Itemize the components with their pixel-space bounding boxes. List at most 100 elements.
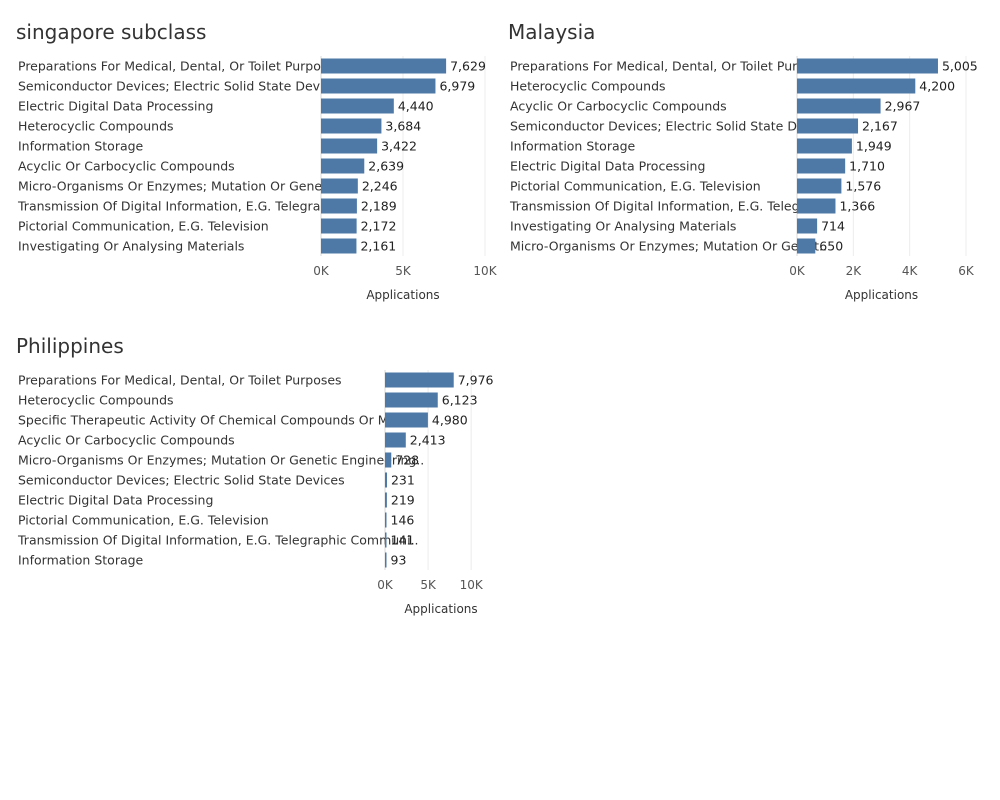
bar bbox=[797, 98, 881, 114]
category-label: Investigating Or Analysing Materials bbox=[18, 239, 244, 254]
data-label: 728 bbox=[395, 453, 419, 468]
bar bbox=[797, 198, 836, 214]
category-label: Transmission Of Digital Information, E.G… bbox=[17, 533, 419, 548]
data-label: 650 bbox=[819, 239, 843, 254]
data-label: 93 bbox=[391, 553, 407, 568]
data-label: 7,976 bbox=[458, 373, 494, 388]
data-label: 1,949 bbox=[856, 139, 892, 154]
category-label: Investigating Or Analysing Materials bbox=[510, 219, 736, 234]
data-label: 6,123 bbox=[442, 393, 478, 408]
x-axis-label: Applications bbox=[366, 288, 439, 302]
bar bbox=[385, 492, 387, 508]
bar-chart-philippines: Preparations For Medical, Dental, Or Toi… bbox=[17, 370, 494, 616]
bar-chart-malaysia: Preparations For Medical, Dental, Or Toi… bbox=[509, 56, 978, 302]
bar bbox=[797, 238, 816, 254]
x-axis-label: Applications bbox=[404, 602, 477, 616]
category-label: Semiconductor Devices; Electric Solid St… bbox=[18, 473, 345, 488]
bar bbox=[385, 532, 387, 548]
category-label: Acyclic Or Carbocyclic Compounds bbox=[18, 159, 235, 174]
bar bbox=[321, 218, 357, 234]
data-label: 4,980 bbox=[432, 413, 468, 428]
tick-label: 4K bbox=[902, 264, 919, 278]
bar bbox=[385, 452, 392, 468]
data-label: 6,979 bbox=[439, 79, 475, 94]
bar bbox=[321, 178, 358, 194]
bar bbox=[385, 372, 454, 388]
bar bbox=[385, 392, 438, 408]
bar bbox=[321, 78, 436, 94]
category-label: Micro-Organisms Or Enzymes; Mutation Or … bbox=[510, 239, 827, 254]
data-label: 2,967 bbox=[885, 99, 921, 114]
bar bbox=[321, 98, 394, 114]
tick-label: 0K bbox=[313, 264, 330, 278]
bar bbox=[385, 432, 406, 448]
x-axis-label: Applications bbox=[845, 288, 918, 302]
chart-title: Malaysia bbox=[508, 20, 596, 44]
category-label: Preparations For Medical, Dental, Or Toi… bbox=[510, 59, 821, 74]
category-label: Electric Digital Data Processing bbox=[18, 99, 213, 114]
bar bbox=[797, 78, 916, 94]
category-label: Information Storage bbox=[510, 139, 636, 154]
data-label: 2,639 bbox=[368, 159, 404, 174]
tick-label: 10K bbox=[460, 578, 484, 592]
bar bbox=[321, 238, 357, 254]
data-label: 4,200 bbox=[919, 79, 955, 94]
data-label: 7,629 bbox=[450, 59, 486, 74]
bar bbox=[385, 472, 387, 488]
category-label: Transmission Of Digital Information, E.G… bbox=[509, 199, 820, 214]
category-label: Micro-Organisms Or Enzymes; Mutation Or … bbox=[18, 453, 424, 468]
category-label: Semiconductor Devices; Electric Solid St… bbox=[18, 79, 345, 94]
bar bbox=[797, 158, 846, 174]
data-label: 2,161 bbox=[360, 239, 396, 254]
category-label: Preparations For Medical, Dental, Or Toi… bbox=[18, 59, 342, 74]
category-label: Pictorial Communication, E.G. Television bbox=[510, 179, 761, 194]
tick-label: 6K bbox=[958, 264, 975, 278]
category-label: Pictorial Communication, E.G. Television bbox=[18, 513, 269, 528]
chart-panel-malaysia: Malaysia Preparations For Medical, Denta… bbox=[492, 0, 992, 310]
bar bbox=[321, 138, 378, 154]
tick-label: 5K bbox=[420, 578, 437, 592]
data-label: 5,005 bbox=[942, 59, 978, 74]
data-label: 2,189 bbox=[361, 199, 397, 214]
data-label: 1,710 bbox=[849, 159, 885, 174]
category-label: Heterocyclic Compounds bbox=[18, 393, 174, 408]
bar bbox=[797, 178, 842, 194]
bar-chart-singapore: Preparations For Medical, Dental, Or Toi… bbox=[17, 56, 498, 302]
bar bbox=[797, 218, 818, 234]
data-label: 1,576 bbox=[845, 179, 881, 194]
data-label: 4,440 bbox=[398, 99, 434, 114]
data-label: 2,413 bbox=[410, 433, 446, 448]
bar bbox=[321, 58, 447, 74]
data-label: 714 bbox=[821, 219, 845, 234]
bar bbox=[385, 512, 387, 528]
category-label: Electric Digital Data Processing bbox=[510, 159, 705, 174]
data-label: 231 bbox=[391, 473, 415, 488]
category-label: Acyclic Or Carbocyclic Compounds bbox=[510, 99, 727, 114]
bar bbox=[797, 118, 859, 134]
category-label: Acyclic Or Carbocyclic Compounds bbox=[18, 433, 235, 448]
category-label: Preparations For Medical, Dental, Or Toi… bbox=[18, 373, 342, 388]
tick-label: 5K bbox=[395, 264, 412, 278]
chart-panel-philippines: Philippines Preparations For Medical, De… bbox=[0, 314, 500, 624]
bar bbox=[321, 198, 357, 214]
data-label: 2,167 bbox=[862, 119, 898, 134]
tick-label: 0K bbox=[789, 264, 806, 278]
chart-panel-singapore: singapore subclass Preparations For Medi… bbox=[0, 0, 500, 310]
data-label: 1,366 bbox=[839, 199, 875, 214]
chart-title: Philippines bbox=[16, 334, 124, 358]
category-label: Information Storage bbox=[18, 553, 144, 568]
category-label: Electric Digital Data Processing bbox=[18, 493, 213, 508]
tick-label: 2K bbox=[846, 264, 863, 278]
bar bbox=[797, 138, 852, 154]
tick-label: 10K bbox=[473, 264, 497, 278]
data-label: 3,684 bbox=[385, 119, 421, 134]
category-label: Specific Therapeutic Activity Of Chemica… bbox=[18, 413, 426, 428]
category-label: Information Storage bbox=[18, 139, 144, 154]
category-label: Heterocyclic Compounds bbox=[18, 119, 174, 134]
tick-label: 0K bbox=[377, 578, 394, 592]
category-label: Micro-Organisms Or Enzymes; Mutation Or … bbox=[18, 179, 349, 194]
chart-title: singapore subclass bbox=[16, 20, 207, 44]
category-label: Transmission Of Digital Information, E.G… bbox=[17, 199, 348, 214]
bar bbox=[321, 118, 382, 134]
bar bbox=[385, 412, 428, 428]
